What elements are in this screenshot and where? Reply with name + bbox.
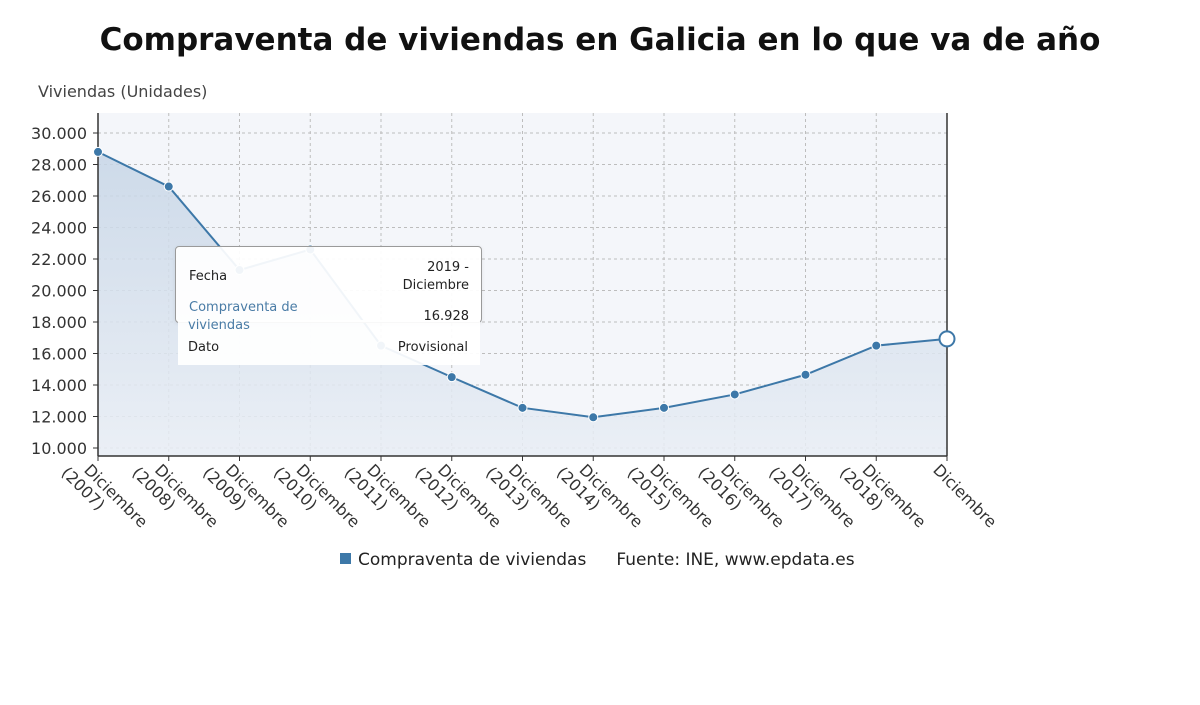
data-point[interactable] bbox=[729, 389, 740, 400]
x-tick-label: Diciembre(2016) bbox=[694, 460, 788, 531]
x-tick-label: Diciembre(2011) bbox=[341, 460, 435, 531]
tooltip-lower: viviendas Dato Provisional bbox=[178, 318, 480, 365]
y-tick-label: 12.000 bbox=[31, 408, 87, 427]
series-area bbox=[98, 151, 947, 456]
data-point-highlighted[interactable] bbox=[938, 330, 956, 348]
legend-swatch bbox=[340, 553, 351, 564]
axes bbox=[93, 113, 948, 461]
x-tick-label: Diciembre(2008) bbox=[128, 460, 222, 531]
y-tick-label: 20.000 bbox=[31, 282, 87, 301]
data-tooltip: Fecha 2019 - Diciembre Compraventa de 16… bbox=[175, 246, 482, 324]
y-tick-label: 14.000 bbox=[31, 376, 87, 395]
y-tick-label: 18.000 bbox=[31, 313, 87, 332]
x-tick-label: Diciembre(2009) bbox=[199, 460, 293, 531]
data-point[interactable] bbox=[446, 372, 457, 383]
data-point[interactable] bbox=[800, 369, 811, 380]
tooltip-dato-label: Dato bbox=[188, 340, 220, 355]
legend-series-label[interactable]: Compraventa de viviendas bbox=[358, 550, 587, 570]
tooltip-series-label-2: viviendas bbox=[188, 318, 250, 333]
y-axis-label: Viviendas (Unidades) bbox=[38, 82, 207, 101]
x-tick-label: Diciembre bbox=[929, 460, 1000, 531]
y-tick-label: 16.000 bbox=[31, 345, 87, 364]
x-tick-label: Diciembre(2012) bbox=[411, 460, 505, 531]
x-tick-label: Diciembre(2007) bbox=[58, 460, 152, 531]
tooltip-dato-value: Provisional bbox=[397, 340, 468, 355]
data-point[interactable] bbox=[588, 412, 599, 423]
y-tick-label: 28.000 bbox=[31, 156, 87, 175]
data-point[interactable] bbox=[163, 181, 174, 192]
y-tick-label: 10.000 bbox=[31, 439, 87, 458]
x-tick-label: Diciembre(2015) bbox=[624, 460, 718, 531]
x-tick-label: Diciembre(2017) bbox=[765, 460, 859, 531]
data-point[interactable] bbox=[93, 146, 103, 157]
x-tick-label: Diciembre(2013) bbox=[482, 460, 576, 531]
x-tick-label-line: Diciembre bbox=[929, 460, 1000, 531]
y-tick-label: 22.000 bbox=[31, 250, 87, 269]
tooltip-fecha-value-1: 2019 - bbox=[427, 260, 469, 275]
y-tick-label: 30.000 bbox=[31, 124, 87, 143]
x-tick-label: Diciembre(2014) bbox=[553, 460, 647, 531]
y-axis-ticks: 10.000 12.000 14.000 16.000 18.000 20.000 22.0… bbox=[31, 124, 87, 458]
x-axis-ticks: Diciembre(2007) Diciembre(2008) Diciembre(… bbox=[58, 460, 1001, 531]
legend: Compraventa de viviendas Fuente: INE, www… bbox=[340, 550, 855, 570]
y-tick-label: 24.000 bbox=[31, 219, 87, 238]
tooltip-fecha-value-2: Diciembre bbox=[402, 278, 469, 293]
y-tick-label: 26.000 bbox=[31, 187, 87, 206]
data-point[interactable] bbox=[871, 340, 882, 351]
x-tick-label: Diciembre(2018) bbox=[836, 460, 930, 531]
x-tick-label: Diciembre(2010) bbox=[270, 460, 364, 531]
tooltip-fecha-label: Fecha bbox=[189, 269, 228, 284]
data-point[interactable] bbox=[517, 402, 528, 413]
chart-title: Compraventa de viviendas en Galicia en l… bbox=[99, 22, 1101, 58]
tooltip-series-label-1: Compraventa de bbox=[189, 300, 298, 315]
source-note: Fuente: INE, www.epdata.es bbox=[616, 550, 855, 570]
data-point[interactable] bbox=[659, 402, 669, 413]
